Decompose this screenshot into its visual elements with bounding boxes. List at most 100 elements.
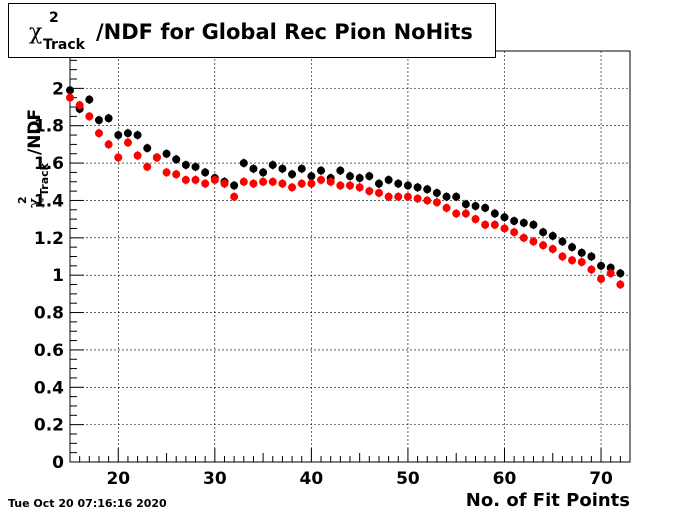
x-tick-label: 20 bbox=[106, 469, 130, 489]
y-label-superscript: 2 bbox=[16, 196, 29, 204]
title-text: /NDF for Global Rec Pion NoHits bbox=[96, 20, 473, 44]
y-tick-label: 0.6 bbox=[34, 341, 64, 361]
data-point-red bbox=[94, 129, 103, 138]
data-point-black bbox=[423, 185, 432, 194]
data-point-black bbox=[143, 144, 152, 153]
data-points bbox=[66, 85, 625, 290]
data-point-red bbox=[471, 215, 480, 224]
data-point-black bbox=[597, 261, 606, 270]
data-point-black bbox=[249, 164, 258, 173]
data-point-red bbox=[114, 153, 123, 162]
data-point-red bbox=[384, 192, 393, 201]
y-tick-label: 1.2 bbox=[34, 229, 64, 249]
data-point-red bbox=[75, 101, 84, 110]
data-point-black bbox=[452, 192, 461, 201]
data-point-red bbox=[172, 170, 181, 179]
data-point-red bbox=[239, 177, 248, 186]
data-point-red bbox=[133, 151, 142, 160]
y-tick-label: 1.8 bbox=[34, 117, 64, 137]
data-point-black bbox=[181, 160, 190, 169]
data-point-red bbox=[432, 198, 441, 207]
data-point-red bbox=[500, 224, 509, 233]
data-point-red bbox=[307, 179, 316, 188]
y-label-symbol: χ bbox=[25, 198, 45, 208]
data-point-black bbox=[191, 162, 200, 171]
data-point-red bbox=[66, 93, 74, 102]
data-point-black bbox=[85, 95, 94, 104]
data-point-black bbox=[201, 168, 210, 177]
tick-labels: 20 30 40 50 60 70 0 0.2 0.4 0.6 0.8 1 1.2 1.4 1.6 1.8 2 bbox=[34, 79, 613, 489]
data-point-black bbox=[374, 179, 383, 188]
data-point-black bbox=[162, 149, 171, 158]
data-point-red bbox=[452, 209, 461, 218]
data-point-black bbox=[133, 131, 142, 140]
data-point-black bbox=[403, 181, 412, 190]
y-tick-label: 0.4 bbox=[34, 378, 64, 398]
data-point-black bbox=[239, 159, 248, 168]
timestamp: Tue Oct 20 07:16:16 2020 bbox=[8, 497, 167, 510]
data-point-red bbox=[220, 179, 229, 188]
data-point-red bbox=[336, 181, 345, 190]
data-point-black bbox=[568, 243, 577, 252]
data-point-red bbox=[297, 179, 306, 188]
data-point-black bbox=[481, 203, 490, 212]
data-point-red bbox=[597, 274, 606, 283]
data-point-black bbox=[104, 114, 113, 123]
y-tick-label: 0.2 bbox=[34, 416, 64, 436]
data-point-red bbox=[346, 181, 354, 190]
grid bbox=[70, 51, 630, 463]
data-point-red bbox=[577, 258, 586, 267]
data-point-red bbox=[616, 280, 625, 289]
data-point-red bbox=[85, 112, 94, 121]
data-point-black bbox=[94, 116, 103, 125]
data-point-black bbox=[471, 202, 480, 211]
data-point-black bbox=[172, 155, 181, 164]
data-point-red bbox=[152, 153, 161, 162]
data-point-red bbox=[317, 175, 326, 184]
data-point-red bbox=[181, 175, 190, 184]
data-point-red bbox=[162, 168, 171, 177]
data-point-black bbox=[230, 181, 239, 190]
y-tick-label: 1 bbox=[52, 266, 64, 286]
data-point-red bbox=[249, 179, 258, 188]
y-label-subscript: Track bbox=[38, 162, 48, 196]
data-point-red bbox=[259, 177, 268, 186]
y-axis-label-text: χ 2 Track /NDF bbox=[11, 109, 48, 208]
data-point-red bbox=[423, 196, 432, 205]
data-point-red bbox=[365, 187, 374, 196]
data-point-red bbox=[191, 175, 200, 184]
y-tick-label: 1.4 bbox=[34, 191, 64, 211]
data-point-black bbox=[278, 164, 287, 173]
data-point-black bbox=[548, 231, 557, 240]
x-tick-label: 30 bbox=[203, 469, 227, 489]
data-point-black bbox=[616, 269, 625, 278]
title-superscript: 2 bbox=[49, 10, 59, 26]
data-point-black bbox=[384, 175, 393, 184]
data-point-black bbox=[519, 218, 528, 227]
x-tick-label: 50 bbox=[396, 469, 420, 489]
data-point-red bbox=[568, 256, 577, 265]
x-axis-label: No. of Fit Points bbox=[465, 490, 630, 511]
data-point-black bbox=[259, 168, 268, 177]
data-point-black bbox=[539, 228, 548, 237]
data-point-red bbox=[481, 220, 490, 229]
data-point-black bbox=[558, 237, 567, 246]
data-point-red bbox=[374, 188, 383, 197]
y-tick-label: 1.6 bbox=[34, 154, 64, 174]
data-point-black bbox=[114, 131, 123, 140]
data-point-black bbox=[461, 200, 470, 209]
data-point-red bbox=[413, 194, 422, 203]
data-point-black bbox=[297, 164, 306, 173]
y-tick-label: 0 bbox=[52, 453, 64, 473]
data-point-red bbox=[461, 209, 470, 218]
data-point-black bbox=[490, 209, 499, 218]
data-point-black bbox=[355, 174, 364, 183]
data-point-red bbox=[539, 241, 548, 250]
data-point-red bbox=[558, 252, 567, 261]
data-point-black bbox=[288, 170, 297, 179]
data-point-black bbox=[432, 188, 441, 197]
data-point-black bbox=[442, 192, 451, 201]
data-point-red bbox=[268, 177, 277, 186]
data-point-red bbox=[201, 179, 210, 188]
